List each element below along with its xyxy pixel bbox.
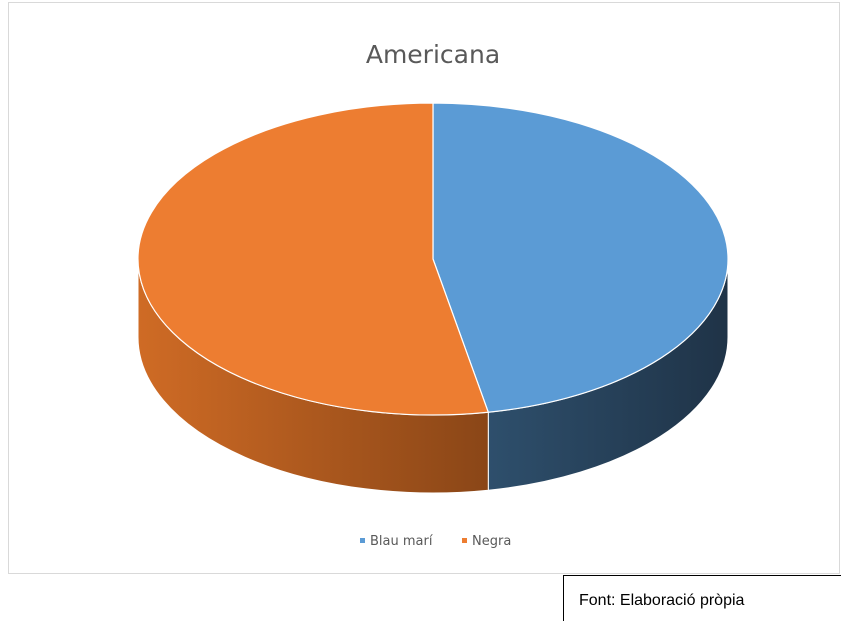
legend-label-negra: Negra bbox=[472, 534, 511, 549]
legend-swatch-negra bbox=[462, 538, 467, 543]
pie-slice-negra bbox=[137, 102, 490, 416]
pie-chart-svg: Americana Blau marí Negra bbox=[137, 40, 729, 549]
legend-swatch-blau-mar- bbox=[360, 538, 365, 543]
chart-title: Americana bbox=[366, 40, 500, 69]
pie-tops bbox=[137, 102, 729, 416]
legend-label-blau-mar-: Blau marí bbox=[370, 534, 433, 549]
pie-slice-blau-mar- bbox=[432, 102, 729, 413]
legend: Blau marí Negra bbox=[360, 534, 511, 549]
source-box: Font: Elaboració pròpia bbox=[563, 575, 841, 621]
source-text: Font: Elaboració pròpia bbox=[579, 592, 745, 609]
chart-frame: Americana Blau marí Negra bbox=[8, 2, 840, 574]
